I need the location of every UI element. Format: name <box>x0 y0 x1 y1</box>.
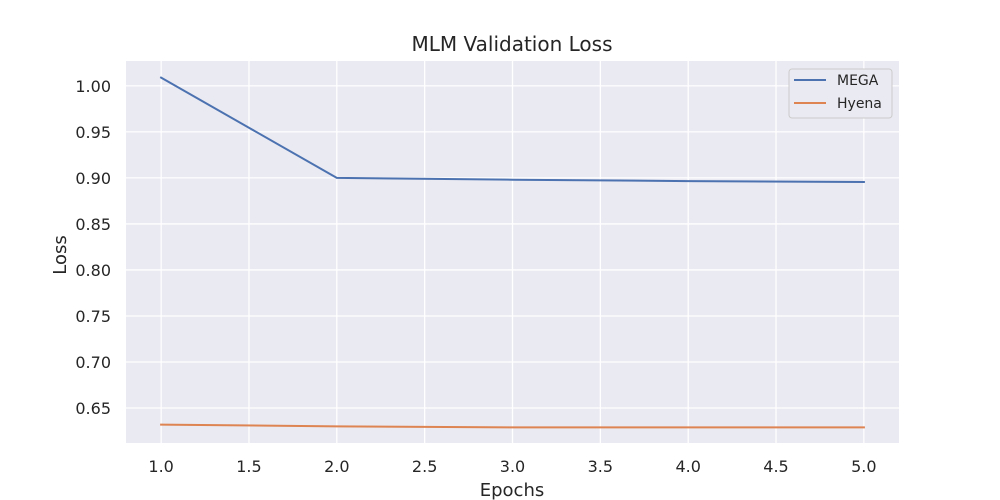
x-axis-label: Epochs <box>480 480 545 500</box>
x-tick-label: 1.5 <box>236 457 261 476</box>
series-line-hyena <box>160 423 865 429</box>
x-tick-label: 2.5 <box>412 457 437 476</box>
series-line-mega <box>159 76 865 184</box>
y-axis-label: Loss <box>50 235 71 274</box>
legend-label-mega: MEGA <box>837 73 879 89</box>
y-tick-label: 0.95 <box>75 123 111 142</box>
x-tick-label: 4.5 <box>763 457 788 476</box>
x-tick-label: 2.0 <box>324 457 349 476</box>
y-tick-label: 0.80 <box>75 261 111 280</box>
x-tick-labels: 1.0 1.5 2.0 2.5 3.0 3.5 4.0 4.5 5.0 <box>148 457 876 476</box>
y-tick-label: 1.00 <box>75 77 111 96</box>
y-tick-label: 0.75 <box>75 307 111 326</box>
x-tick-label: 4.0 <box>675 457 700 476</box>
series-lines <box>159 76 865 429</box>
grid-lines <box>126 61 899 443</box>
y-tick-label: 0.85 <box>75 215 111 234</box>
y-tick-labels: 0.65 0.70 0.75 0.80 0.85 0.90 0.95 1.00 <box>75 77 111 418</box>
y-tick-label: 0.65 <box>75 399 111 418</box>
x-tick-label: 1.0 <box>148 457 173 476</box>
legend-label-hyena: Hyena <box>837 96 882 112</box>
x-tick-label: 5.0 <box>851 457 876 476</box>
legend: MEGA Hyena <box>788 68 893 119</box>
x-tick-label: 3.5 <box>588 457 613 476</box>
y-tick-label: 0.90 <box>75 169 111 188</box>
legend-box <box>788 68 893 119</box>
chart-title: MLM Validation Loss <box>412 32 613 56</box>
y-tick-label: 0.70 <box>75 353 111 372</box>
x-tick-label: 3.0 <box>500 457 525 476</box>
